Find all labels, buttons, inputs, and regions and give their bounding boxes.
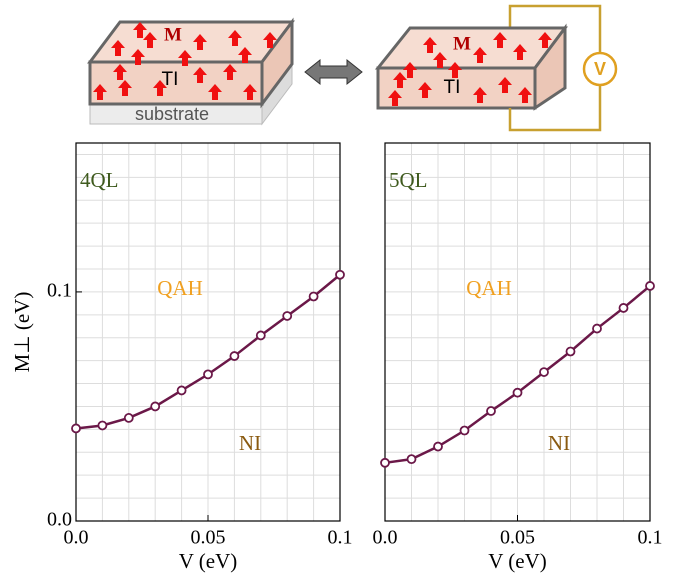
annotation: 5QL <box>389 168 428 192</box>
arrow-icon <box>448 62 462 78</box>
arrow-icon <box>113 64 127 80</box>
x-tick-label: 0.05 <box>191 527 226 549</box>
arrow-icon <box>93 84 107 100</box>
arrow-icon <box>223 64 237 80</box>
arrow-icon <box>153 80 167 96</box>
arrow-icon <box>433 52 447 68</box>
annotation: QAH <box>157 276 203 300</box>
x-tick-label: 0.0 <box>64 527 89 549</box>
arrow-icon <box>388 90 402 106</box>
data-point <box>282 311 293 321</box>
arrow-icon <box>473 47 487 63</box>
plot: 0.0 0.05 0.1 0.0 0.1 V (eV) M⊥ (eV) 4QL QAH NI <box>10 142 353 573</box>
data-point <box>459 425 470 436</box>
m-label: M <box>164 24 182 45</box>
data-point <box>335 269 345 280</box>
arrow-icon <box>403 62 417 78</box>
arrow-icon <box>263 32 277 48</box>
arrow-icon <box>133 22 147 38</box>
wire <box>508 86 602 132</box>
arrow-icon <box>111 40 125 56</box>
x-tick-label: 0.05 <box>500 527 535 549</box>
film-side <box>260 17 294 109</box>
arrow-icon <box>228 30 242 46</box>
x-axis-label: V (eV) <box>488 549 547 573</box>
arrow-icon <box>193 67 207 83</box>
arrow-icon <box>473 87 487 103</box>
data-point <box>380 457 390 468</box>
data-point <box>565 346 576 357</box>
plot: 0.0 0.05 0.1 V (eV) 5QL QAH NI <box>373 142 663 573</box>
data-point <box>255 330 266 341</box>
ti-label: TI <box>444 77 461 98</box>
data-point <box>123 413 134 423</box>
data-point <box>150 401 161 412</box>
y-axis-label: M⊥ (eV) <box>10 292 34 373</box>
data-point <box>71 423 81 434</box>
voltmeter <box>582 51 618 87</box>
arrow-icon <box>208 84 222 100</box>
arrow-icon <box>393 72 407 88</box>
data-point <box>433 441 443 452</box>
double-arrow <box>304 58 363 86</box>
arrow-icon <box>143 32 157 48</box>
annotation: NI <box>548 431 570 455</box>
data-point <box>308 291 319 302</box>
schematic: M TI substrate V M TI <box>87 4 618 132</box>
data-point <box>97 420 108 431</box>
y-tick-label: 0.1 <box>47 280 72 302</box>
arrow-icon <box>238 47 252 63</box>
data-point <box>203 369 213 380</box>
data-point <box>229 351 240 361</box>
m-label: M <box>453 33 471 54</box>
wire <box>508 4 602 52</box>
arrow-icon <box>513 44 527 60</box>
annotation: QAH <box>466 276 512 300</box>
data-point <box>645 281 655 291</box>
arrow-icon <box>418 82 432 98</box>
arrow-icon <box>493 32 507 48</box>
data-point <box>592 323 602 334</box>
film-top <box>374 26 568 70</box>
data-point <box>176 385 187 396</box>
ti-label: TI <box>162 69 179 90</box>
y-tick-label: 0.0 <box>47 509 72 531</box>
arrow-icon <box>193 34 207 50</box>
data-point <box>618 303 629 313</box>
x-tick-label: 0.0 <box>373 527 398 549</box>
arrow-icon <box>178 50 192 66</box>
arrow-icon <box>498 77 512 93</box>
x-tick-label: 0.1 <box>328 527 353 549</box>
arrow-icon <box>423 37 437 53</box>
annotation: 4QL <box>80 168 119 192</box>
data-point <box>539 367 549 377</box>
x-tick-label: 0.1 <box>638 527 663 549</box>
data-point <box>512 387 523 398</box>
annotation: NI <box>239 431 261 455</box>
data-point <box>406 454 417 465</box>
arrow-icon <box>131 49 145 65</box>
meter-label: V <box>594 59 606 79</box>
data-point <box>486 406 496 416</box>
arrow-icon <box>518 87 532 103</box>
arrow-icon <box>538 32 552 48</box>
film-side <box>533 23 567 111</box>
x-axis-label: V (eV) <box>179 549 238 573</box>
arrow-icon <box>243 84 257 100</box>
arrow-icon <box>118 80 132 96</box>
substrate-label: substrate <box>135 104 209 124</box>
